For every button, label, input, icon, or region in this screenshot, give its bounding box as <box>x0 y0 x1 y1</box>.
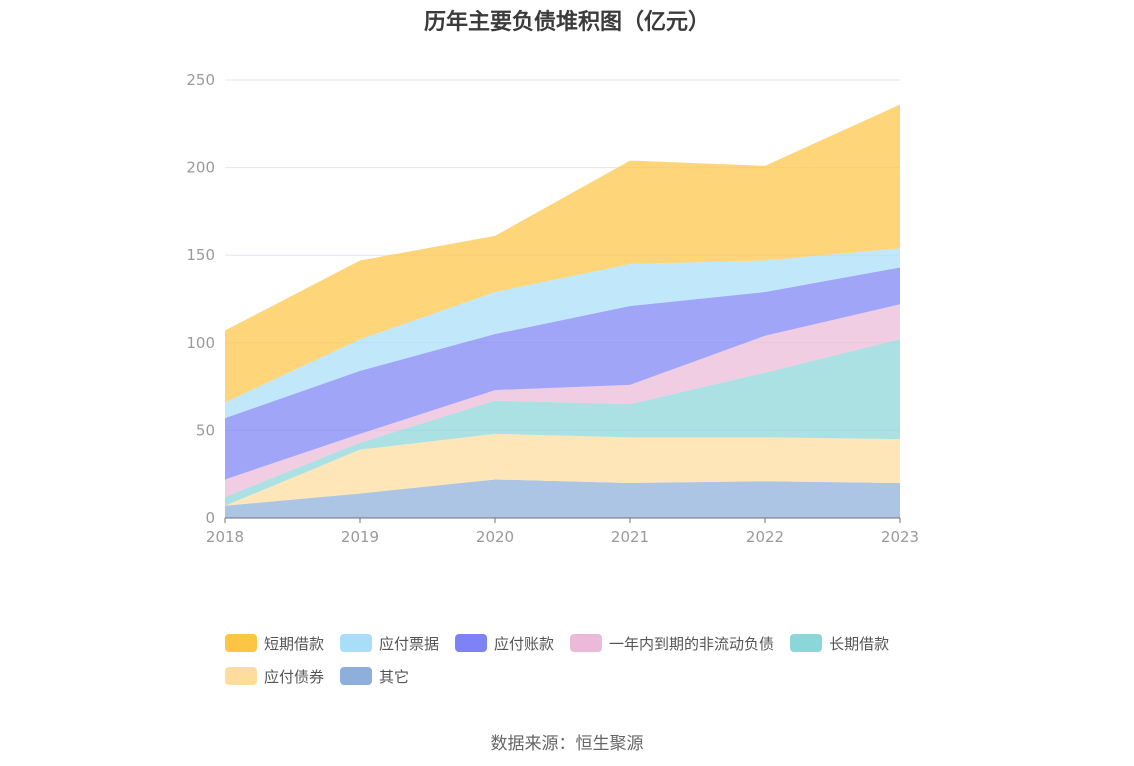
legend-label: 长期借款 <box>829 635 889 653</box>
legend-swatch <box>225 667 257 685</box>
x-tick-label: 2018 <box>206 528 244 546</box>
y-tick-label: 50 <box>196 421 215 439</box>
legend-item[interactable]: 短期借款 <box>225 634 324 653</box>
legend-swatch <box>455 634 488 652</box>
legend-swatch <box>225 634 257 652</box>
area-series-1[interactable] <box>225 433 900 506</box>
x-tick-label: 2022 <box>746 528 784 546</box>
y-tick-label: 150 <box>186 246 215 264</box>
legend-swatch <box>790 634 823 652</box>
y-tick-label: 200 <box>186 159 215 177</box>
y-tick-label: 250 <box>186 71 215 89</box>
x-tick-label: 2023 <box>881 528 919 546</box>
area-series-5[interactable] <box>225 248 900 419</box>
legend-swatch <box>340 634 373 652</box>
data-source-note: 数据来源：恒生聚源 <box>490 734 644 754</box>
y-tick-label: 0 <box>205 509 215 527</box>
legend-label: 应付票据 <box>379 635 439 653</box>
area-series-3[interactable] <box>225 304 900 497</box>
legend-swatch <box>340 667 373 685</box>
area-series-2[interactable] <box>225 339 900 506</box>
legend-label: 一年内到期的非流动负债 <box>609 635 774 653</box>
area-series-6[interactable] <box>225 104 900 403</box>
legend-item[interactable]: 应付债券 <box>225 667 324 686</box>
legend-label: 应付债券 <box>264 668 324 686</box>
legend-item[interactable]: 其它 <box>340 667 409 686</box>
legend-item[interactable]: 应付票据 <box>340 634 439 653</box>
legend-item[interactable]: 一年内到期的非流动负债 <box>570 634 774 653</box>
area-series-0[interactable] <box>225 479 900 518</box>
legend-label: 应付账款 <box>494 635 554 653</box>
x-tick-label: 2021 <box>611 528 649 546</box>
chart-title: 历年主要负债堆积图（亿元） <box>423 10 710 35</box>
legend-swatch <box>570 634 603 652</box>
area-series-4[interactable] <box>225 267 900 480</box>
legend-label: 短期借款 <box>264 635 324 653</box>
x-tick-label: 2019 <box>341 528 379 546</box>
x-tick-label: 2020 <box>476 528 514 546</box>
legend-item[interactable]: 应付账款 <box>455 634 554 653</box>
legend-label: 其它 <box>379 668 409 686</box>
area-series <box>225 104 900 518</box>
y-tick-label: 100 <box>186 334 215 352</box>
axes: 0 50 100 150 200 250 2018 2019 2020 2021 2022 2023 <box>186 71 919 546</box>
legend-item[interactable]: 长期借款 <box>790 634 889 653</box>
